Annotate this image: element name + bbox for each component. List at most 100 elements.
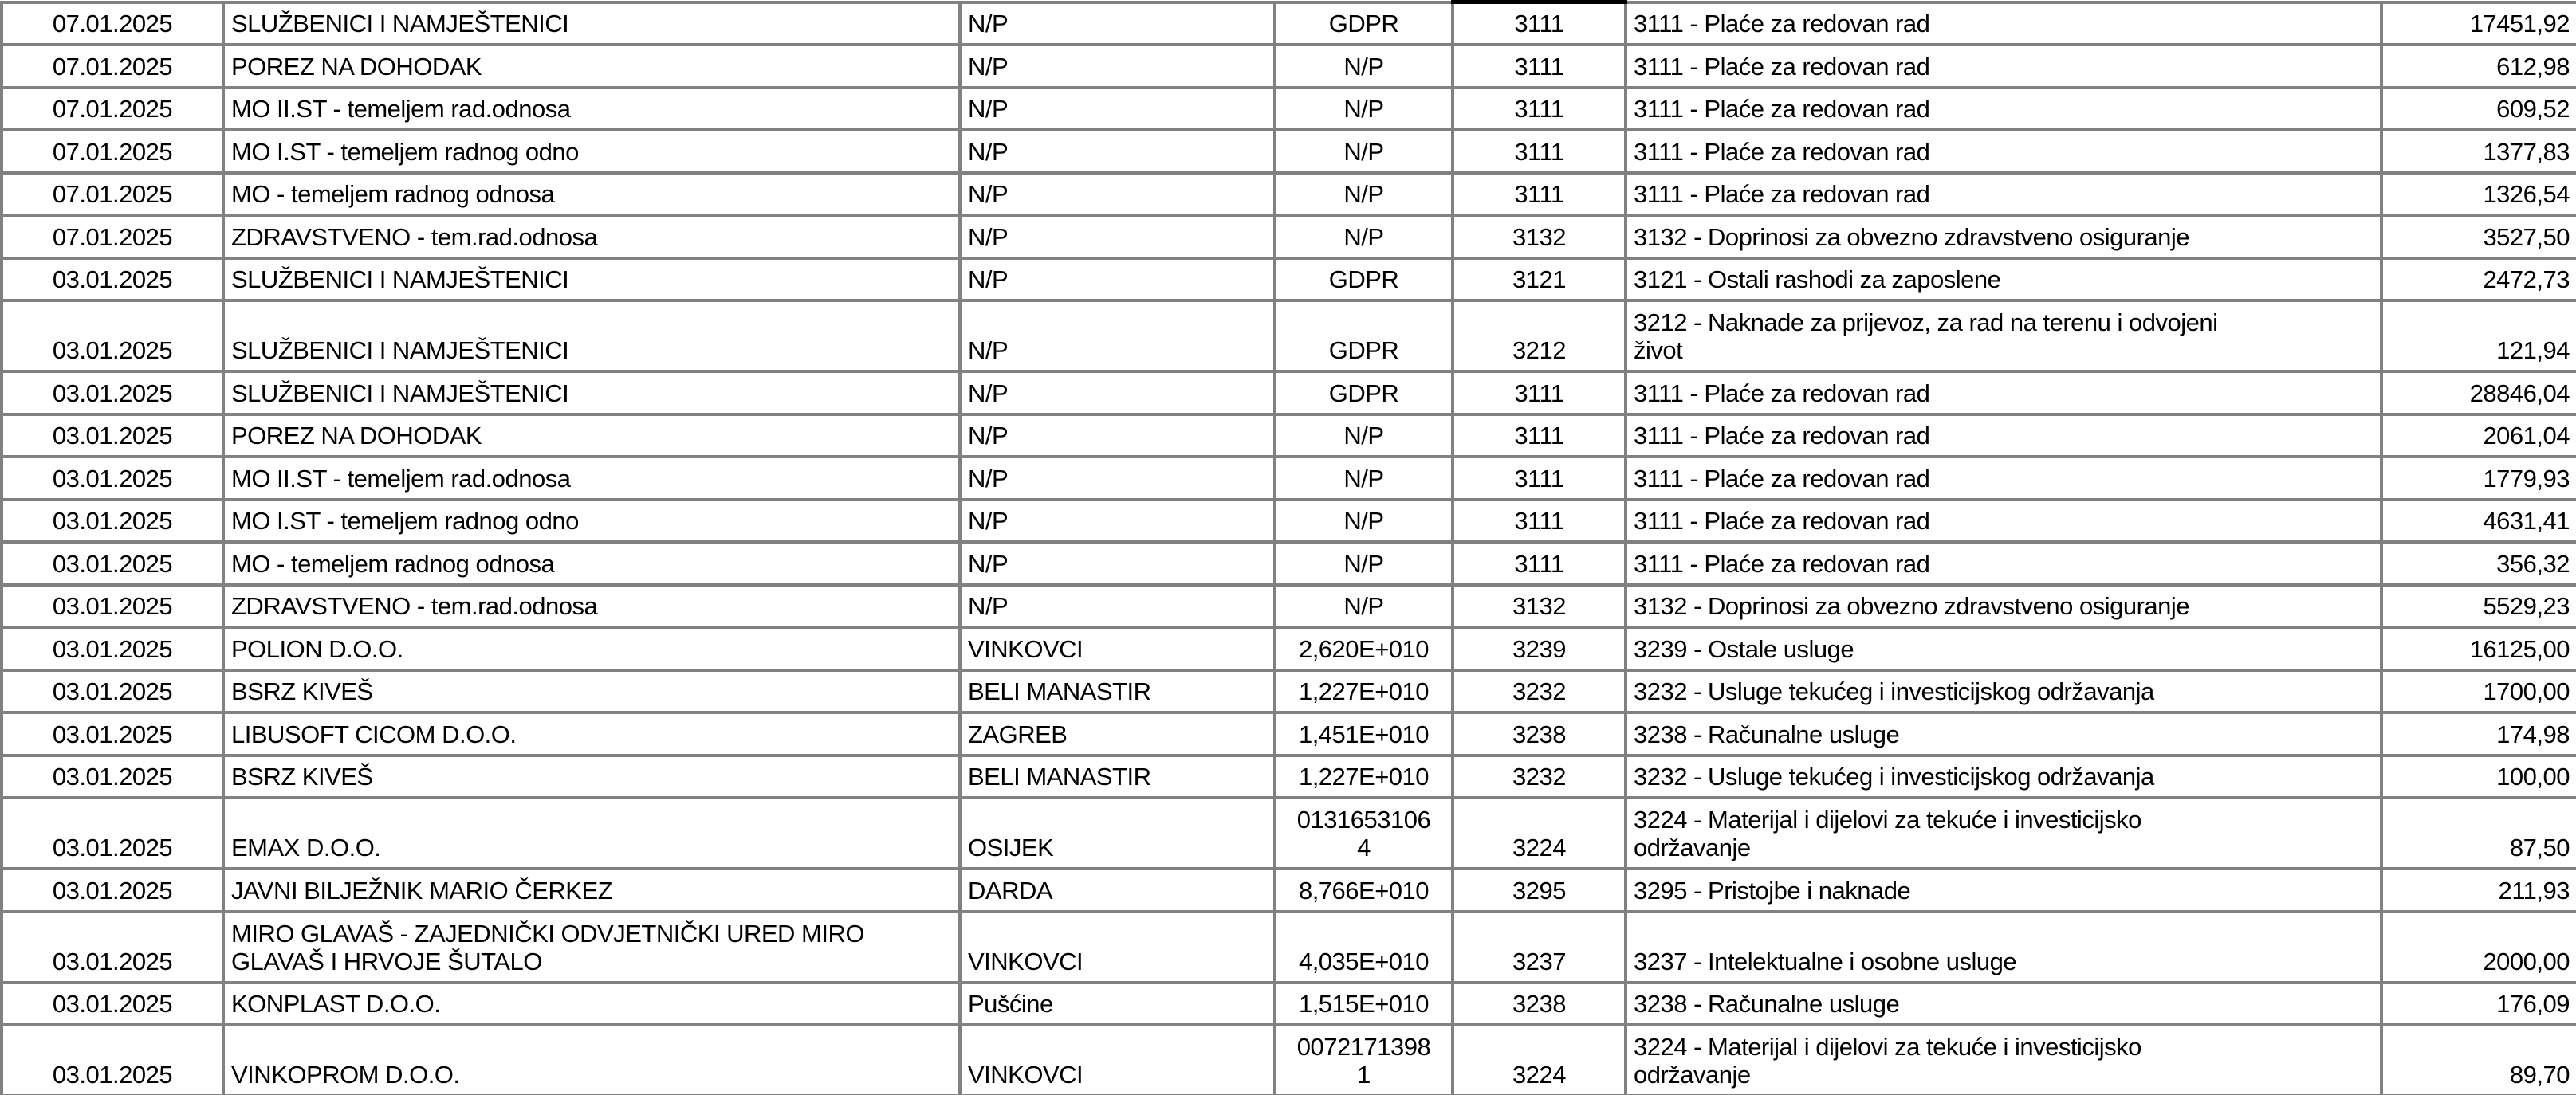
cell-account[interactable]: 3111 - Plaće za redovan rad	[1624, 0, 2383, 46]
cell-date[interactable]: 07.01.2025	[0, 214, 225, 260]
cell-payee[interactable]: MO - temeljem radnog odnosa	[222, 540, 962, 587]
cell-place[interactable]: ZAGREB	[958, 711, 1276, 757]
cell-account[interactable]: 3121 - Ostali rashodi za zaposlene	[1624, 256, 2383, 302]
cell-payee[interactable]: POREZ NA DOHODAK	[222, 412, 962, 458]
cell-payee[interactable]: VINKOPROM D.O.O.	[222, 1023, 962, 1095]
cell-ref[interactable]: 1,515E+010	[1273, 980, 1454, 1026]
cell-ref[interactable]: N/P	[1273, 43, 1454, 89]
cell-place[interactable]: N/P	[958, 256, 1276, 302]
cell-code[interactable]: 3111	[1451, 0, 1627, 46]
cell-place[interactable]: N/P	[958, 299, 1276, 373]
cell-code[interactable]: 3132	[1451, 583, 1627, 629]
cell-account[interactable]: 3111 - Plaće za redovan rad	[1624, 412, 2383, 458]
cell-code[interactable]: 3232	[1451, 668, 1627, 714]
cell-ref[interactable]: GDPR	[1273, 370, 1454, 416]
cell-code[interactable]: 3237	[1451, 909, 1627, 984]
cell-amount[interactable]: 121,94	[2380, 299, 2576, 373]
cell-place[interactable]: N/P	[958, 43, 1276, 89]
cell-ref[interactable]: 1,227E+010	[1273, 753, 1454, 799]
cell-payee[interactable]: LIBUSOFT CICOM D.O.O.	[222, 711, 962, 757]
cell-ref[interactable]: N/P	[1273, 128, 1454, 175]
cell-amount[interactable]: 5529,23	[2380, 583, 2576, 629]
cell-place[interactable]: VINKOVCI	[958, 1023, 1276, 1095]
cell-place[interactable]: N/P	[958, 455, 1276, 501]
cell-date[interactable]: 03.01.2025	[0, 1023, 225, 1095]
cell-amount[interactable]: 174,98	[2380, 711, 2576, 757]
cell-place[interactable]: N/P	[958, 128, 1276, 175]
cell-ref[interactable]: N/P	[1273, 214, 1454, 260]
cell-place[interactable]: N/P	[958, 171, 1276, 217]
cell-code[interactable]: 3111	[1451, 85, 1627, 131]
cell-amount[interactable]: 17451,92	[2380, 0, 2576, 46]
cell-amount[interactable]: 89,70	[2380, 1023, 2576, 1095]
cell-place[interactable]: N/P	[958, 370, 1276, 416]
cell-date[interactable]: 03.01.2025	[0, 867, 225, 913]
cell-account[interactable]: 3132 - Doprinosi za obvezno zdravstveno …	[1624, 583, 2383, 629]
cell-payee[interactable]: MO II.ST - temeljem rad.odnosa	[222, 85, 962, 131]
cell-amount[interactable]: 87,50	[2380, 796, 2576, 870]
cell-place[interactable]: N/P	[958, 412, 1276, 458]
cell-payee[interactable]: SLUŽBENICI I NAMJEŠTENICI	[222, 256, 962, 302]
cell-payee[interactable]: POLION D.O.O.	[222, 626, 962, 672]
cell-amount[interactable]: 176,09	[2380, 980, 2576, 1026]
cell-code[interactable]: 3224	[1451, 796, 1627, 870]
cell-ref[interactable]: 1,451E+010	[1273, 711, 1454, 757]
cell-payee[interactable]: MO I.ST - temeljem radnog odno	[222, 128, 962, 175]
cell-date[interactable]: 03.01.2025	[0, 711, 225, 757]
cell-account[interactable]: 3111 - Plaće za redovan rad	[1624, 370, 2383, 416]
cell-code[interactable]: 3232	[1451, 753, 1627, 799]
cell-code[interactable]: 3121	[1451, 256, 1627, 302]
cell-ref[interactable]: 8,766E+010	[1273, 867, 1454, 913]
cell-account[interactable]: 3111 - Plaće za redovan rad	[1624, 85, 2383, 131]
cell-amount[interactable]: 612,98	[2380, 43, 2576, 89]
cell-payee[interactable]: ZDRAVSTVENO - tem.rad.odnosa	[222, 214, 962, 260]
cell-payee[interactable]: POREZ NA DOHODAK	[222, 43, 962, 89]
cell-amount[interactable]: 100,00	[2380, 753, 2576, 799]
cell-amount[interactable]: 28846,04	[2380, 370, 2576, 416]
cell-account[interactable]: 3238 - Računalne usluge	[1624, 711, 2383, 757]
cell-amount[interactable]: 16125,00	[2380, 626, 2576, 672]
cell-date[interactable]: 07.01.2025	[0, 171, 225, 217]
cell-account[interactable]: 3232 - Usluge tekućeg i investicijskog o…	[1624, 753, 2383, 799]
cell-account[interactable]: 3111 - Plaće za redovan rad	[1624, 497, 2383, 544]
cell-ref[interactable]: GDPR	[1273, 0, 1454, 46]
cell-date[interactable]: 03.01.2025	[0, 583, 225, 629]
cell-place[interactable]: BELI MANASTIR	[958, 753, 1276, 799]
cell-code[interactable]: 3111	[1451, 497, 1627, 544]
cell-account[interactable]: 3224 - Materijal i dijelovi za tekuće i …	[1624, 1023, 2383, 1095]
cell-payee[interactable]: MO - temeljem radnog odnosa	[222, 171, 962, 217]
cell-date[interactable]: 07.01.2025	[0, 128, 225, 175]
cell-date[interactable]: 03.01.2025	[0, 455, 225, 501]
cell-ref[interactable]: N/P	[1273, 583, 1454, 629]
cell-date[interactable]: 03.01.2025	[0, 668, 225, 714]
cell-account[interactable]: 3111 - Plaće za redovan rad	[1624, 455, 2383, 501]
cell-account[interactable]: 3239 - Ostale usluge	[1624, 626, 2383, 672]
cell-ref[interactable]: GDPR	[1273, 256, 1454, 302]
cell-place[interactable]: DARDA	[958, 867, 1276, 913]
cell-place[interactable]: Pušćine	[958, 980, 1276, 1026]
cell-amount[interactable]: 1700,00	[2380, 668, 2576, 714]
cell-date[interactable]: 03.01.2025	[0, 370, 225, 416]
cell-account[interactable]: 3132 - Doprinosi za obvezno zdravstveno …	[1624, 214, 2383, 260]
cell-date[interactable]: 03.01.2025	[0, 909, 225, 984]
cell-amount[interactable]: 3527,50	[2380, 214, 2576, 260]
cell-ref[interactable]: N/P	[1273, 455, 1454, 501]
cell-ref[interactable]: GDPR	[1273, 299, 1454, 373]
cell-amount[interactable]: 356,32	[2380, 540, 2576, 587]
cell-payee[interactable]: BSRZ KIVEŠ	[222, 668, 962, 714]
cell-place[interactable]: OSIJEK	[958, 796, 1276, 870]
cell-code[interactable]: 3111	[1451, 128, 1627, 175]
cell-ref[interactable]: N/P	[1273, 540, 1454, 587]
cell-date[interactable]: 07.01.2025	[0, 85, 225, 131]
cell-account[interactable]: 3295 - Pristojbe i naknade	[1624, 867, 2383, 913]
cell-payee[interactable]: EMAX D.O.O.	[222, 796, 962, 870]
cell-code[interactable]: 3111	[1451, 370, 1627, 416]
cell-account[interactable]: 3238 - Računalne usluge	[1624, 980, 2383, 1026]
cell-account[interactable]: 3111 - Plaće za redovan rad	[1624, 171, 2383, 217]
cell-code[interactable]: 3239	[1451, 626, 1627, 672]
cell-date[interactable]: 03.01.2025	[0, 796, 225, 870]
cell-code[interactable]: 3212	[1451, 299, 1627, 373]
cell-code[interactable]: 3238	[1451, 711, 1627, 757]
cell-place[interactable]: N/P	[958, 497, 1276, 544]
cell-payee[interactable]: MO I.ST - temeljem radnog odno	[222, 497, 962, 544]
